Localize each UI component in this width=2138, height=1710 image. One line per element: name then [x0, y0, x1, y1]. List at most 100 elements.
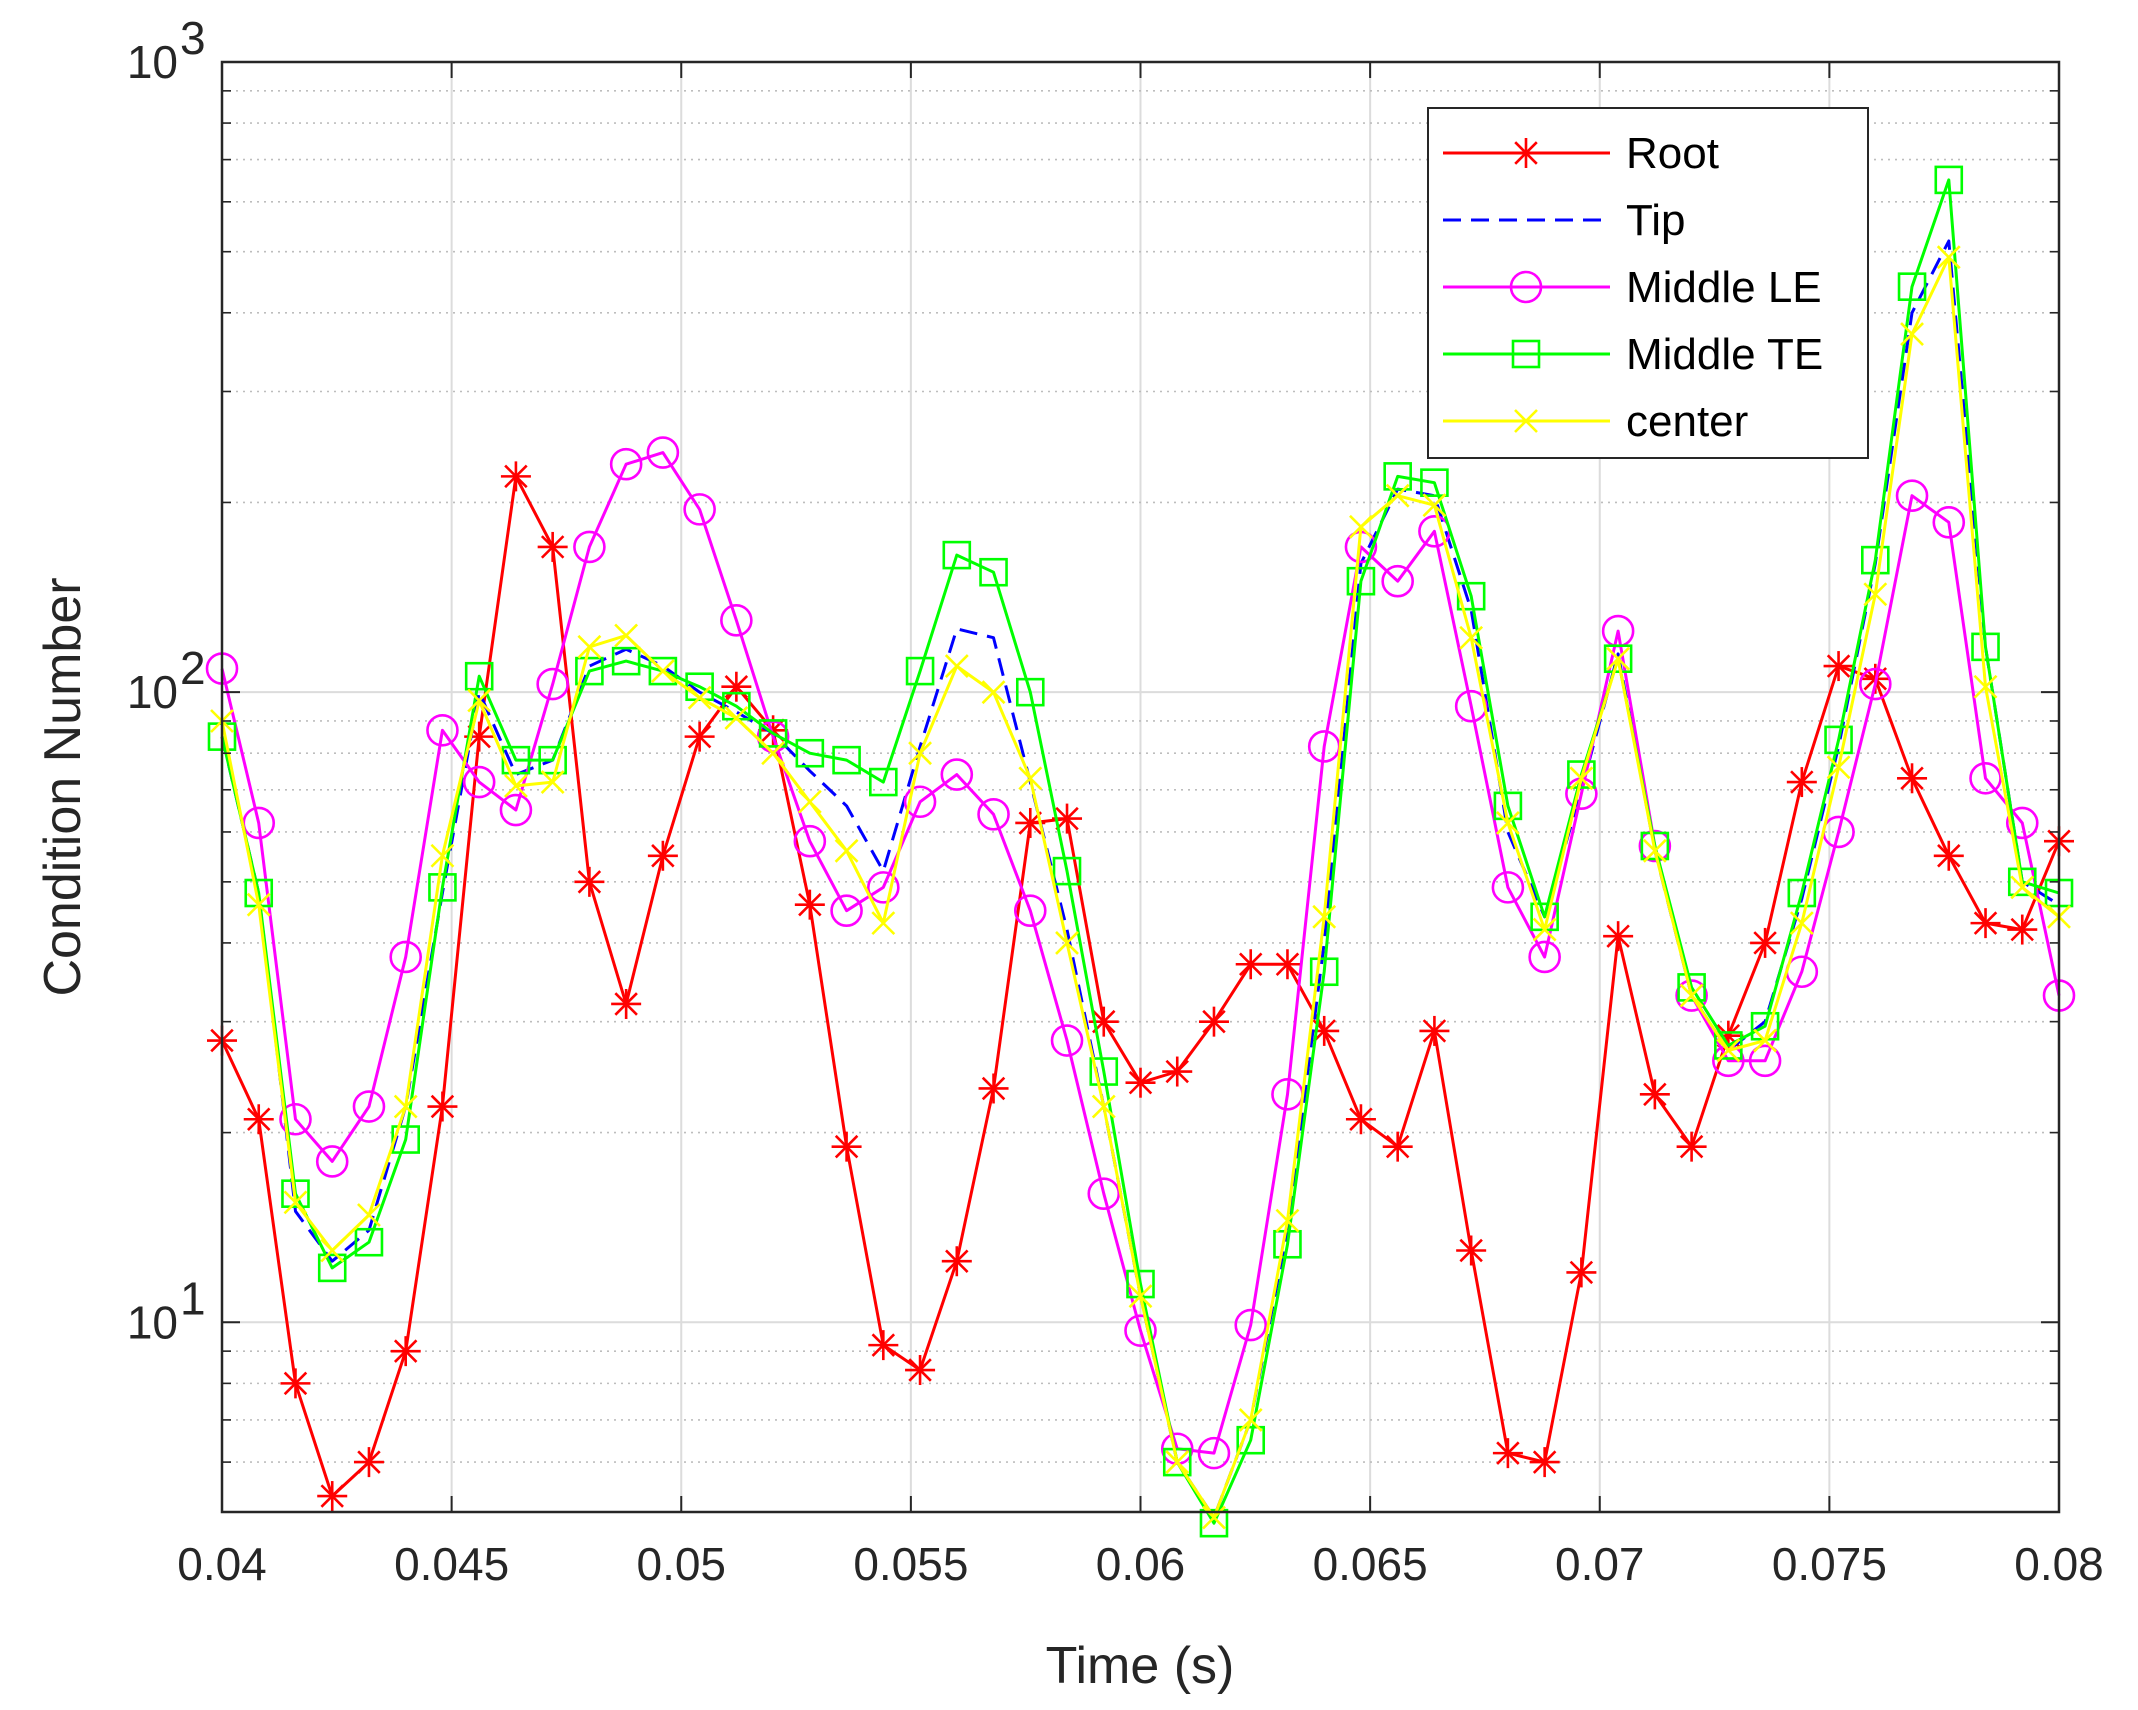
legend-marker-middle-te [1511, 339, 1541, 369]
data-point-middle-te [1015, 677, 1045, 707]
data-point-center [1275, 1208, 1300, 1233]
data-point-center [1091, 1094, 1116, 1119]
data-point-center [650, 659, 675, 684]
legend-item-center: center [1443, 397, 1748, 446]
data-point-middle-te [464, 661, 494, 691]
legend-label-middle-te: Middle TE [1626, 330, 1823, 379]
data-point-middle-le [1124, 1314, 1157, 1347]
x-tick-label: 0.075 [1772, 1538, 1887, 1590]
data-point-middle-le [1013, 894, 1047, 927]
data-point-root [1198, 1006, 1229, 1037]
data-point-center [761, 741, 786, 766]
data-point-root [647, 840, 678, 871]
data-point-middle-te [354, 1227, 384, 1257]
data-point-center [1459, 625, 1484, 650]
data-point-middle-te [1934, 165, 1964, 195]
data-point-middle-te [1824, 725, 1853, 755]
data-point-middle-te [1897, 272, 1927, 301]
y-tick-label-exponent: 2 [180, 642, 206, 694]
data-point-middle-le [536, 667, 569, 701]
legend-label-middle-le: Middle LE [1626, 263, 1822, 312]
data-point-root [280, 1368, 311, 1399]
data-point-middle-le [1675, 979, 1708, 1012]
data-point-middle-te [795, 738, 825, 768]
y-tick-label: 10 1 [127, 1272, 206, 1348]
y-tick-label-exponent: 3 [180, 12, 206, 64]
data-point-center [320, 1238, 345, 1263]
data-point-center [687, 685, 712, 710]
data-point-center [1055, 930, 1079, 955]
series-center [210, 245, 2071, 1530]
data-point-root [317, 1481, 348, 1512]
data-point-center [1569, 766, 1594, 791]
data-point-middle-le [683, 493, 716, 526]
data-point-root [1676, 1131, 1707, 1162]
data-point-center [1826, 755, 1851, 780]
data-point-root [1419, 1015, 1450, 1046]
series-root [207, 461, 2074, 1512]
data-point-root [2007, 914, 2038, 945]
data-point-middle-le [573, 530, 606, 564]
data-point-root [868, 1330, 899, 1361]
data-point-middle-te [1273, 1229, 1302, 1259]
data-point-center [1495, 811, 1520, 835]
data-point-middle-te [1971, 632, 2000, 662]
data-point-root [1492, 1438, 1523, 1469]
data-point-middle-le [830, 894, 863, 927]
data-point-center [724, 706, 749, 730]
data-point-root [574, 866, 605, 897]
data-point-center [467, 688, 492, 713]
data-point-middle-te [1787, 878, 1817, 908]
data-point-middle-le [389, 940, 423, 974]
data-point-middle-le [462, 765, 496, 799]
data-point-middle-te [2007, 867, 2037, 897]
data-point-middle-le [1528, 940, 1561, 974]
data-point-middle-te [501, 745, 531, 775]
data-point-middle-le [1859, 667, 1892, 701]
data-point-center [834, 838, 859, 863]
data-point-center [1863, 582, 1888, 607]
y-tick-label: 10 2 [127, 642, 206, 718]
data-point-middle-te [391, 1125, 421, 1154]
data-point-root [537, 531, 568, 562]
data-point-middle-le [1895, 479, 1929, 513]
data-point-center [393, 1094, 418, 1119]
data-point-middle-te [281, 1179, 310, 1208]
data-point-middle-le [793, 824, 827, 858]
legend-box [1427, 107, 1869, 459]
data-point-root [684, 721, 715, 752]
data-point-middle-te [1677, 973, 1706, 1002]
data-point-middle-te [758, 719, 788, 748]
data-point-center [1900, 322, 1924, 347]
legend-marker-center [1514, 409, 1538, 433]
y-tick-label-exponent: 1 [180, 1272, 206, 1324]
x-tick-label: 0.08 [2014, 1538, 2104, 1590]
data-point-middle-le [867, 871, 900, 904]
data-point-center [1128, 1284, 1153, 1309]
data-point-center [1422, 493, 1447, 518]
data-point-middle-le [315, 1145, 349, 1178]
data-point-middle-le [2005, 806, 2039, 840]
data-point-root [1529, 1447, 1560, 1478]
data-point-center [504, 773, 528, 798]
data-point-center [871, 911, 896, 936]
x-tick-label: 0.045 [394, 1538, 509, 1590]
data-point-middle-le [1197, 1436, 1231, 1470]
data-point-center [944, 654, 969, 678]
data-point-middle-te [1052, 856, 1082, 886]
data-point-root [1125, 1067, 1156, 1098]
legend-item-root: Root [1443, 129, 1719, 178]
data-point-middle-te [942, 540, 972, 570]
data-point-root [611, 988, 642, 1019]
data-point-middle-le [1638, 829, 1672, 863]
data-point-middle-te [1383, 462, 1412, 491]
data-point-middle-le [720, 604, 753, 637]
data-point-middle-te [428, 873, 457, 902]
data-point-root [1162, 1056, 1193, 1087]
data-point-center [1165, 1450, 1190, 1475]
data-point-root [831, 1131, 862, 1162]
x-axis-title: Time (s) [1046, 1637, 1235, 1695]
data-point-root [1970, 908, 2001, 939]
data-point-middle-te [1603, 644, 1633, 674]
